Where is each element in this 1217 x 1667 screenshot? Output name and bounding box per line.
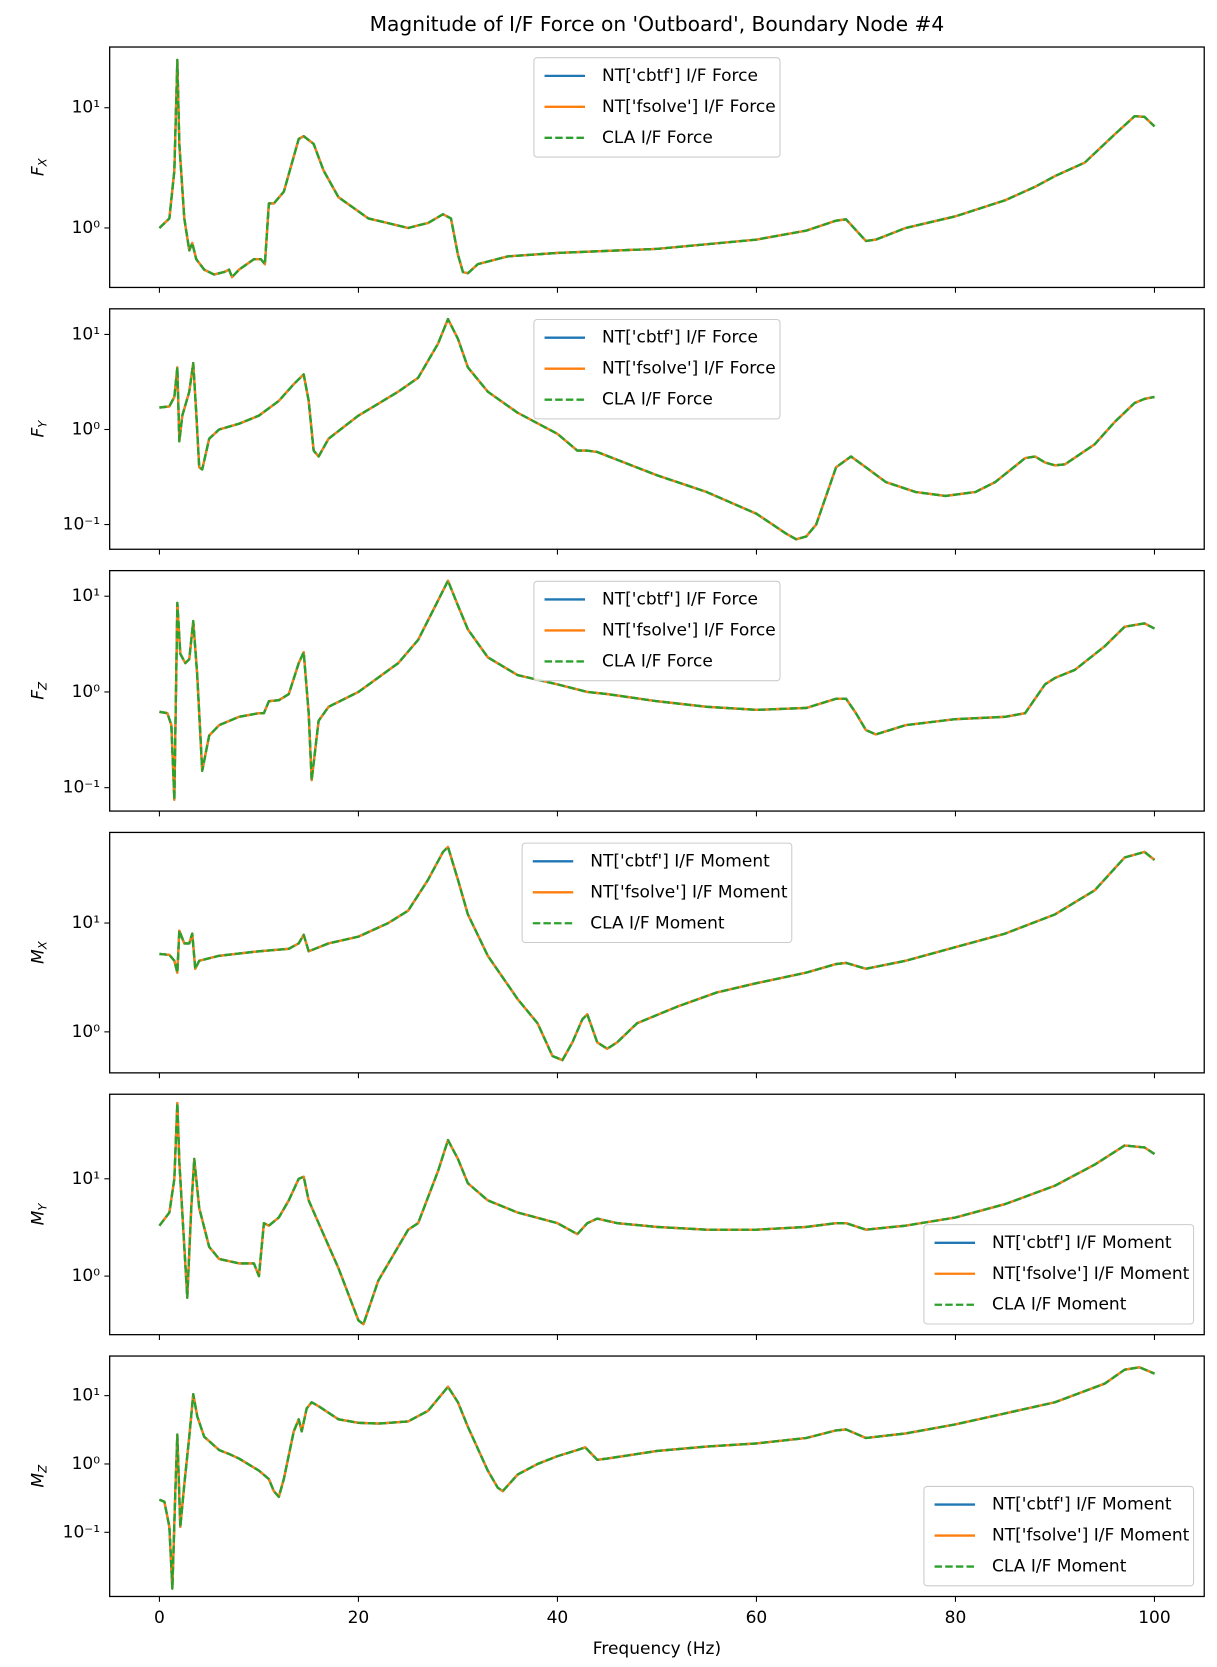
legend: NT['cbtf'] I/F Force NT['fsolve'] I/F For… (533, 318, 781, 420)
x-axis-label: Frequency (Hz) (593, 1639, 721, 1659)
legend: NT['cbtf'] I/F Moment NT['fsolve'] I/F Mo… (521, 842, 793, 944)
y-tick-label: 10⁰ (72, 1022, 101, 1042)
legend-label: NT['fsolve'] I/F Force (602, 359, 776, 379)
x-tick-label: 60 (746, 1608, 768, 1628)
axes-frame (109, 1355, 1205, 1598)
y-axis-label: MZ (28, 1464, 49, 1488)
legend-box (533, 318, 781, 420)
y-tick-label: 10⁻¹ (63, 515, 100, 535)
y-axis-label: FZ (28, 681, 49, 700)
y-label-base: M (28, 949, 48, 964)
legend-label: NT['cbtf'] I/F Moment (992, 1233, 1172, 1253)
axes-frame (109, 46, 1205, 289)
legend: NT['cbtf'] I/F Moment NT['fsolve'] I/F Mo… (923, 1224, 1195, 1325)
series-line (158, 1366, 1155, 1590)
legend: NT['cbtf'] I/F Force NT['fsolve'] I/F For… (533, 580, 781, 682)
x-tick-label: 80 (945, 1608, 967, 1628)
y-tick-label: 10¹ (72, 586, 100, 606)
legend-box (923, 1224, 1195, 1325)
legend-label: NT['cbtf'] I/F Force (602, 328, 758, 348)
y-label-base: M (28, 1210, 48, 1225)
legend-label: CLA I/F Force (602, 390, 713, 410)
legend: NT['cbtf'] I/F Force NT['fsolve'] I/F For… (533, 57, 781, 158)
legend-label: NT['fsolve'] I/F Moment (992, 1526, 1190, 1546)
x-tick-label: 40 (547, 1608, 569, 1628)
legend-label: NT['cbtf'] I/F Force (602, 66, 758, 86)
y-label-sub: X (35, 157, 49, 167)
y-tick-label: 10⁻¹ (63, 1522, 100, 1542)
legend-box (533, 57, 781, 158)
chart-title: Magnitude of I/F Force on 'Outboard', Bo… (370, 12, 945, 36)
y-label-sub: Z (35, 1464, 49, 1474)
y-label-sub: X (35, 940, 49, 950)
y-label-sub: Y (35, 1203, 49, 1211)
x-tick-label: 100 (1138, 1608, 1170, 1628)
y-label-sub: Z (35, 681, 49, 691)
y-label-base: M (28, 1473, 48, 1488)
y-label-sub: Y (35, 420, 49, 428)
y-tick-label: 10¹ (72, 1386, 100, 1406)
x-tick-label: 20 (348, 1608, 370, 1628)
y-tick-label: 10¹ (72, 98, 100, 118)
legend-label: CLA I/F Moment (590, 913, 725, 933)
legend-box (923, 1485, 1195, 1587)
y-axis-label: MY (28, 1203, 49, 1226)
y-tick-label: 10¹ (72, 913, 100, 933)
legend-box (521, 842, 793, 944)
y-tick-label: 10⁰ (72, 419, 101, 439)
legend-label: NT['cbtf'] I/F Moment (590, 851, 770, 871)
series-line (158, 58, 1156, 279)
y-tick-label: 10⁻¹ (63, 778, 100, 798)
y-axis-label: MX (28, 940, 49, 964)
y-axis-label: FX (28, 157, 49, 176)
legend-label: CLA I/F Moment (992, 1557, 1127, 1577)
y-tick-label: 10⁰ (72, 1266, 101, 1286)
series-line (159, 317, 1155, 541)
legend-label: NT['fsolve'] I/F Moment (992, 1264, 1190, 1284)
y-label-base: F (28, 690, 48, 700)
legend-label: NT['cbtf'] I/F Moment (992, 1495, 1172, 1515)
y-label-base: F (28, 166, 48, 176)
legend-label: NT['fsolve'] I/F Force (602, 97, 776, 117)
axes-frame (109, 831, 1205, 1074)
series-line (158, 1101, 1156, 1326)
legend: NT['cbtf'] I/F Moment NT['fsolve'] I/F Mo… (923, 1485, 1195, 1587)
y-tick-label: 10⁰ (72, 218, 101, 238)
legend-label: NT['fsolve'] I/F Moment (590, 882, 788, 902)
y-tick-label: 10⁰ (72, 682, 101, 702)
series-line (159, 845, 1156, 1062)
series-line (159, 579, 1156, 801)
y-tick-label: 10¹ (72, 1169, 100, 1189)
legend-label: CLA I/F Moment (992, 1295, 1127, 1315)
axes-frame (109, 308, 1205, 550)
y-tick-label: 10⁰ (72, 1454, 101, 1474)
legend-box (533, 580, 781, 682)
y-axis-label: FY (28, 420, 49, 438)
legend-label: NT['cbtf'] I/F Force (602, 589, 758, 609)
legend-label: CLA I/F Force (602, 128, 713, 148)
legend-label: NT['fsolve'] I/F Force (602, 620, 776, 640)
y-tick-label: 10¹ (72, 324, 100, 344)
y-label-base: F (28, 428, 48, 438)
axes-frame (109, 1093, 1205, 1336)
legend-label: CLA I/F Force (602, 651, 713, 671)
axes-frame (109, 569, 1205, 812)
x-tick-label: 0 (154, 1608, 165, 1628)
